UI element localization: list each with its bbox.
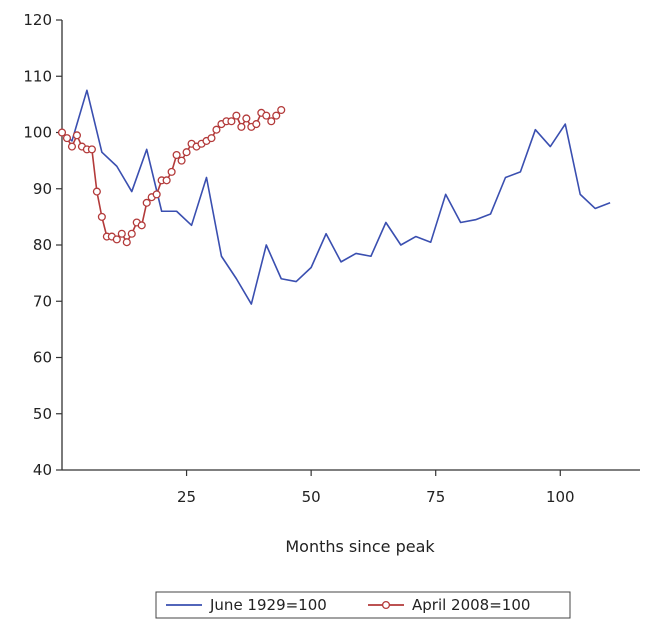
data-point [172, 150, 181, 160]
legend-entry-2: April 2008=100 [368, 596, 530, 614]
data-point [72, 131, 81, 140]
data-point [57, 128, 67, 137]
x-tick-label: 25 [177, 488, 196, 506]
data-point [137, 221, 146, 230]
series-layer [57, 89, 611, 305]
legend-entry-1: June 1929=100 [166, 596, 327, 614]
x-axis: 25 50 75 100 [62, 469, 640, 506]
data-point [227, 117, 236, 126]
data-point [87, 145, 96, 154]
x-tick-label: 75 [426, 488, 445, 506]
data-point [127, 229, 136, 238]
data-point [267, 117, 276, 126]
y-tick-label: 120 [23, 11, 52, 29]
data-point [182, 148, 191, 157]
legend-box [155, 591, 571, 619]
series-line [61, 109, 282, 243]
series-1 [61, 89, 611, 305]
y-tick-label: 110 [23, 67, 52, 85]
data-point [212, 125, 221, 134]
data-point [112, 235, 121, 244]
data-point [162, 176, 171, 185]
data-point [92, 187, 101, 196]
y-tick-label: 60 [33, 349, 52, 367]
y-tick-label: 50 [33, 405, 52, 423]
data-point [122, 238, 131, 247]
legend-label: June 1929=100 [209, 596, 327, 614]
x-tick-label: 100 [546, 488, 575, 506]
data-point [152, 190, 161, 199]
data-point [62, 134, 72, 143]
y-tick-label: 100 [23, 124, 52, 142]
data-point [167, 167, 176, 176]
data-point [242, 114, 251, 123]
data-point [142, 198, 151, 207]
data-point [207, 134, 216, 143]
y-axis: 40 50 60 70 80 90 100 110 120 [23, 11, 63, 479]
data-point [97, 212, 106, 221]
y-tick-label: 40 [33, 461, 52, 479]
series-2 [57, 105, 286, 247]
series-line [61, 89, 611, 305]
data-point [67, 142, 77, 151]
legend-label: April 2008=100 [412, 596, 530, 614]
data-point [262, 111, 271, 120]
data-point [277, 105, 286, 115]
data-point [252, 120, 261, 129]
data-point [237, 122, 246, 131]
legend: June 1929=100 April 2008=100 [155, 591, 571, 619]
x-tick-label: 50 [302, 488, 321, 506]
data-point [272, 111, 281, 120]
x-axis-title: Months since peak [285, 537, 435, 556]
y-tick-label: 90 [33, 180, 52, 198]
data-point [232, 111, 241, 120]
legend-marker [381, 600, 391, 610]
data-point [177, 156, 186, 165]
y-tick-label: 70 [33, 292, 52, 310]
y-tick-label: 80 [33, 236, 52, 254]
data-point [117, 229, 126, 238]
